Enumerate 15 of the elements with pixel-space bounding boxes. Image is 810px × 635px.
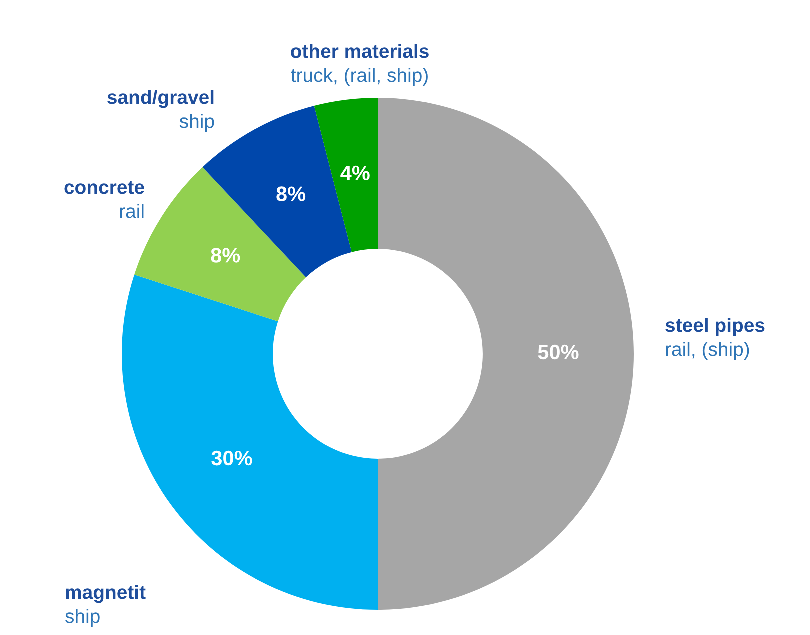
text: ship — [180, 114, 214, 132]
text: truck, (rail, ship) — [291, 68, 428, 86]
data-label: 4% — [340, 166, 370, 180]
slice-label: concrete — [64, 181, 144, 194]
slice-label: steel pipes — [666, 318, 765, 336]
text: rail, (ship) — [666, 342, 750, 360]
data-label: 8% — [211, 248, 240, 263]
text: rail — [120, 204, 144, 218]
data-label: 50% — [538, 344, 579, 360]
data-label: 8% — [276, 186, 306, 202]
slice-label: other materials — [291, 44, 429, 58]
slice-label: sand/gravel — [108, 90, 214, 108]
data-label: 30% — [212, 450, 252, 466]
text: ship — [66, 609, 100, 628]
slice-label: magnetit — [66, 585, 146, 604]
